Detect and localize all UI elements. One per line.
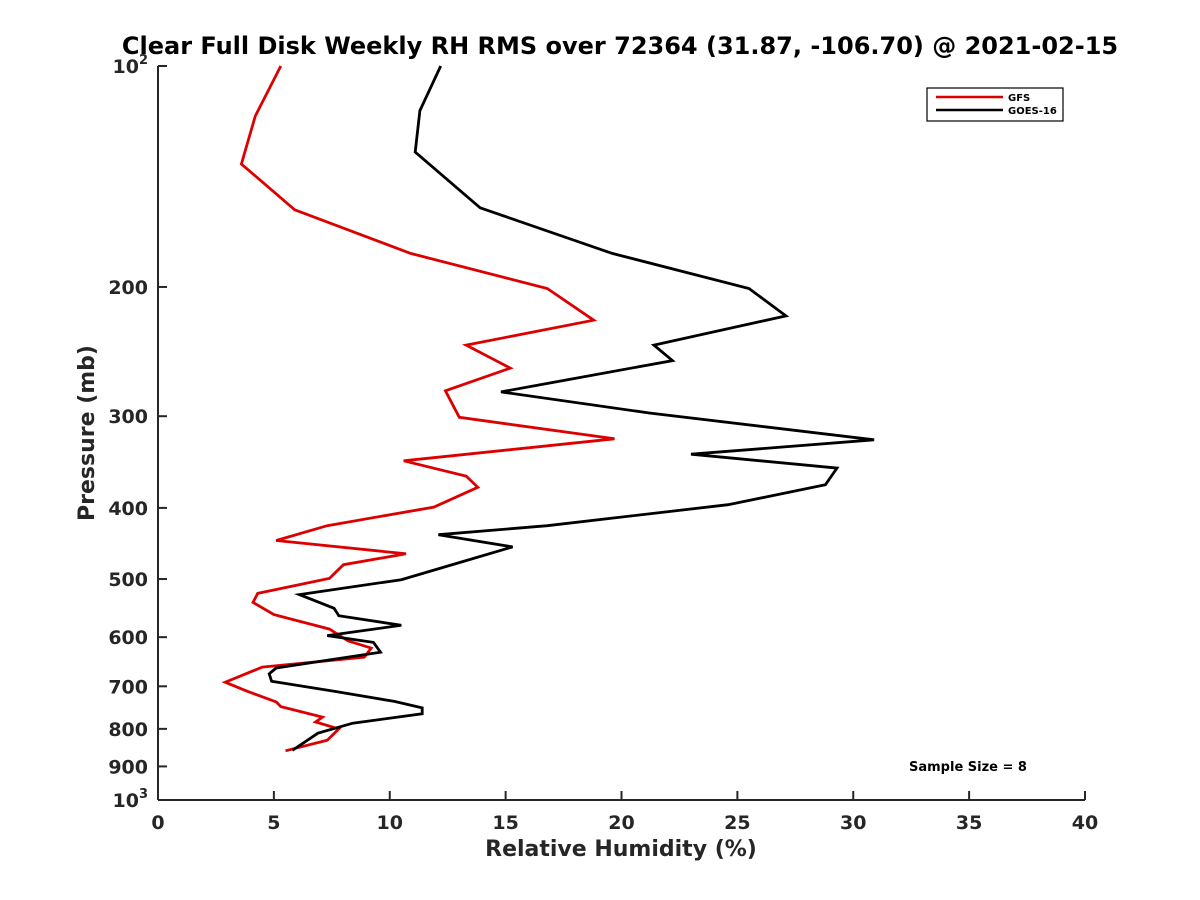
y-tick-label-exponent: 3	[139, 787, 148, 802]
x-tick-label: 5	[267, 812, 280, 834]
y-tick-label: 700	[108, 676, 148, 698]
series-lines	[221, 65, 875, 753]
x-tick-label: 0	[151, 812, 164, 834]
y-tick-label: 103	[113, 787, 149, 812]
y-tick-label: 300	[108, 406, 148, 428]
y-tick-label-base: 10	[113, 790, 139, 812]
x-ticks: 0 5 10 15 20 25 30 35 40	[151, 791, 1098, 834]
y-tick-label: 200	[108, 277, 148, 299]
plot-area: 0 5 10 15 20 25 30 35 40 10220030040050060070080…	[108, 53, 1098, 834]
y-tick-label: 600	[108, 627, 148, 649]
y-axis-label: Pressure (mb)	[75, 345, 100, 521]
y-tick-label: 400	[108, 498, 148, 520]
y-tick-label: 102	[113, 53, 149, 78]
sample-size-annotation: Sample Size = 8	[909, 760, 1027, 775]
x-tick-label: 40	[1072, 812, 1098, 834]
legend: GFS GOES-16	[926, 87, 1064, 122]
series-line-goes-16	[267, 65, 875, 752]
legend-box	[926, 87, 1064, 122]
x-tick-label: 15	[492, 812, 518, 834]
x-tick-label: 30	[840, 812, 866, 834]
x-tick-label: 10	[377, 812, 403, 834]
y-tick-label: 900	[108, 756, 148, 778]
x-axis-label: Relative Humidity (%)	[485, 837, 757, 862]
series-line-gfs	[221, 65, 615, 753]
y-tick-label-base: 10	[113, 56, 139, 78]
legend-label-goes16: GOES-16	[1008, 106, 1057, 117]
chart-title: Clear Full Disk Weekly RH RMS over 72364…	[122, 32, 1118, 60]
y-tick-label: 800	[108, 719, 148, 741]
y-tick-label-exponent: 2	[139, 53, 148, 68]
y-tick-label: 500	[108, 569, 148, 591]
x-tick-label: 25	[724, 812, 750, 834]
x-tick-label: 20	[608, 812, 634, 834]
legend-label-gfs: GFS	[1008, 93, 1030, 104]
x-tick-label: 35	[956, 812, 982, 834]
